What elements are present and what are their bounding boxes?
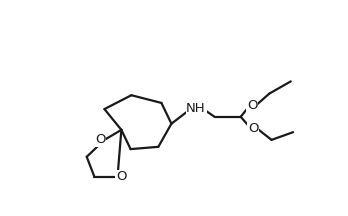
Text: NH: NH: [186, 102, 206, 115]
Text: O: O: [247, 99, 258, 112]
Text: O: O: [95, 133, 106, 146]
Text: O: O: [248, 122, 258, 135]
Text: O: O: [116, 170, 127, 183]
